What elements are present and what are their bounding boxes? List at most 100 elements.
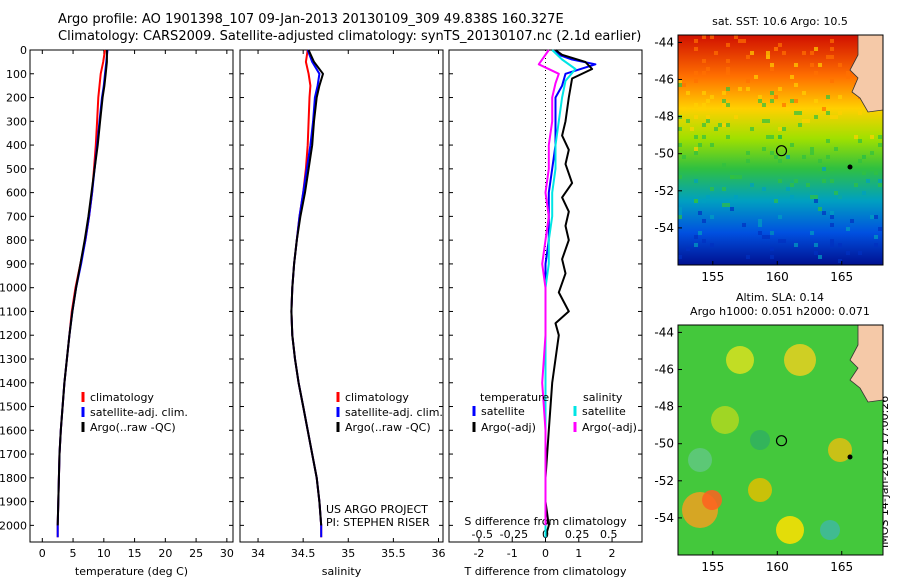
depth-tick-label: 1900 — [0, 496, 27, 509]
map-lat-label: -52 — [654, 184, 674, 198]
depth-tick-label: 300 — [6, 115, 27, 128]
map-lat-label: -54 — [654, 511, 674, 525]
sla-map-field — [678, 325, 883, 555]
argo-float-marker — [775, 145, 788, 157]
salinity-xtick-label: 36 — [431, 547, 445, 560]
depth-tick-label: 1600 — [0, 424, 27, 437]
series-line-salinity-argo-adj- — [537, 49, 560, 526]
salinity-xtick-label: 35 — [341, 547, 355, 560]
diff-xtick-label: 2 — [609, 547, 616, 560]
sla_map-frame — [677, 324, 884, 556]
series-line-climatology — [290, 49, 323, 538]
legend-entry: climatology — [90, 391, 154, 404]
difference-axis-label: T difference from climatology — [464, 565, 627, 578]
depth-tick-label: 2000 — [0, 519, 27, 532]
map-lon-label: 155 — [701, 560, 724, 574]
salinity-xtick-label: 34 — [251, 547, 265, 560]
series-line-satellite-adj-clim- — [290, 49, 323, 538]
map-lat-label: -48 — [654, 400, 674, 414]
map-lon-label: 165 — [830, 560, 853, 574]
depth-tick-label: 600 — [6, 187, 27, 200]
map-lon-label: 165 — [830, 270, 853, 284]
depth-tick-label: 1500 — [0, 401, 27, 414]
depth-tick-label: 1000 — [0, 282, 27, 295]
series-line-temperature-argo-adj- — [544, 49, 594, 538]
sst-map-title: sat. SST: 10.6 Argo: 10.5 — [712, 15, 848, 28]
series-line-climatology — [56, 49, 106, 538]
depth-tick-label: 1300 — [0, 353, 27, 366]
legend-entry: Argo(..raw -QC) — [345, 421, 431, 434]
depth-tick-label: 1700 — [0, 448, 27, 461]
diff-xtick-label: 0 — [542, 547, 549, 560]
island-marker — [847, 164, 853, 170]
profile-title: Argo profile: AO 1901398_107 09-Jan-2013… — [58, 12, 564, 27]
depth-tick-label: 400 — [6, 139, 27, 152]
legend-entry: satellite-adj. clim. — [345, 406, 443, 419]
legend-header-temperature: temperature — [480, 391, 549, 404]
credit-line: PI: STEPHEN RISER — [326, 516, 430, 529]
legend-entry: satellite — [582, 405, 626, 418]
salinity-xtick-label: 34.5 — [291, 547, 316, 560]
temperature-xtick-label: 0 — [39, 547, 46, 560]
depth-tick-label: 100 — [6, 68, 27, 81]
depth-tick-label: 200 — [6, 92, 27, 105]
series-line-argo-raw-qc- — [290, 49, 324, 526]
depth-tick-label: 700 — [6, 210, 27, 223]
map-lon-label: 160 — [766, 560, 789, 574]
credit-line: US ARGO PROJECT — [326, 503, 428, 516]
map-lat-label: -44 — [654, 325, 674, 339]
diff-xtick-label: -2 — [473, 547, 484, 560]
temperature-xtick-label: 10 — [97, 547, 111, 560]
salinity-xtick-label: 35.5 — [381, 547, 406, 560]
temperature-xtick-label: 15 — [128, 547, 142, 560]
legend-entry: satellite-adj. clim. — [90, 406, 188, 419]
temperature-xtick-label: 25 — [189, 547, 203, 560]
map-lat-label: -52 — [654, 474, 674, 488]
temperature-axis-label: temperature (deg C) — [75, 565, 188, 578]
depth-tick-label: 0 — [20, 44, 27, 57]
diff-top-tick-label: 0.5 — [600, 528, 618, 541]
climatology-subtitle: Climatology: CARS2009. Satellite-adjuste… — [58, 29, 642, 44]
map-lat-label: -46 — [654, 363, 674, 377]
temperature-xtick-label: 30 — [220, 547, 234, 560]
map-lat-label: -46 — [654, 73, 674, 87]
diff-top-tick-label: -0.25 — [500, 528, 528, 541]
series-line-temperature-satellite — [544, 49, 597, 538]
map-lat-label: -50 — [654, 147, 674, 161]
map-lat-label: -44 — [654, 35, 674, 49]
sst_map-frame — [677, 34, 884, 266]
sla-map-title: Altim. SLA: 0.14 — [736, 291, 824, 304]
diff-xtick-label: -1 — [507, 547, 518, 560]
series-line-argo-raw-qc- — [56, 50, 108, 526]
legend-entry: Argo(-adj) — [481, 421, 536, 434]
legend-entry: satellite — [481, 405, 525, 418]
map-lat-label: -50 — [654, 437, 674, 451]
legend-entry: Argo(..raw -QC) — [90, 421, 176, 434]
map-lon-label: 155 — [701, 270, 724, 284]
depth-tick-label: 1200 — [0, 329, 27, 342]
salinity-frame — [239, 49, 444, 543]
depth-tick-label: 500 — [6, 163, 27, 176]
diff-xtick-label: 1 — [575, 547, 582, 560]
depth-tick-label: 900 — [6, 258, 27, 271]
salinity-axis-label: salinity — [322, 565, 362, 578]
island-marker — [847, 454, 853, 460]
temperature-xtick-label: 20 — [158, 547, 172, 560]
diff-top-tick-label: -0.5 — [472, 528, 493, 541]
temperature-frame — [29, 49, 234, 543]
temperature-xtick-label: 5 — [70, 547, 77, 560]
depth-tick-label: 1100 — [0, 305, 27, 318]
depth-tick-label: 1800 — [0, 472, 27, 485]
map-lon-label: 160 — [766, 270, 789, 284]
diff-top-tick-label: 0.25 — [565, 528, 590, 541]
sla-map-subtitle: Argo h1000: 0.051 h2000: 0.071 — [690, 305, 870, 318]
argo-float-marker — [775, 435, 788, 447]
depth-tick-label: 800 — [6, 234, 27, 247]
sst-map-field — [678, 35, 883, 265]
legend-header-salinity: salinity — [583, 391, 623, 404]
depth-tick-label: 1400 — [0, 377, 27, 390]
map-lat-label: -48 — [654, 110, 674, 124]
legend-entry: Argo(-adj) — [582, 421, 637, 434]
series-line-salinity-satellite — [544, 49, 577, 538]
